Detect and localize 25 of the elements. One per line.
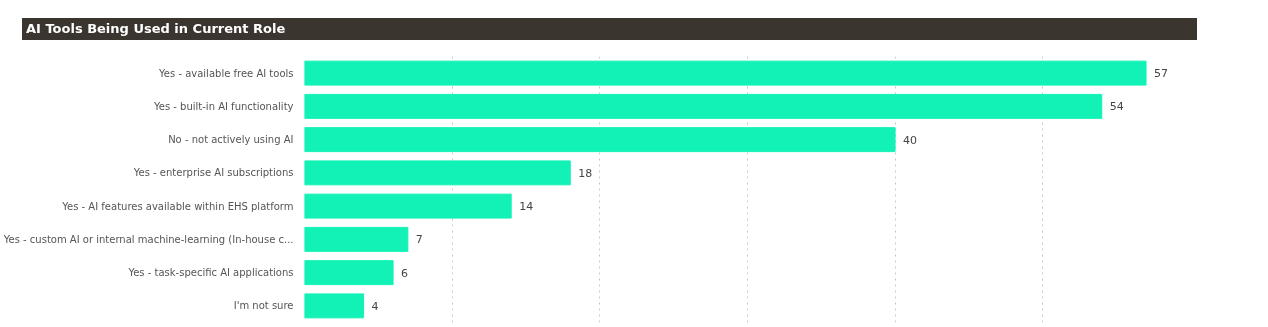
y-tick-label: No - not actively using AI: [168, 134, 294, 146]
data-label: 18: [578, 166, 593, 180]
text: AI Tools Being Used in Current Role: [26, 20, 286, 38]
y-tick-label: Yes - enterprise AI subscriptions: [132, 167, 294, 179]
data-label: 6: [401, 266, 409, 280]
data-label: 57: [1154, 67, 1169, 81]
bar: [304, 293, 365, 319]
bar: [304, 127, 896, 153]
y-tick-label: Yes - available free AI tools: [158, 67, 294, 79]
data-label: 14: [519, 200, 534, 214]
bar: [304, 93, 1103, 119]
data-label: 40: [903, 133, 918, 147]
y-tick-label: I'm not sure: [233, 300, 294, 312]
bar: [304, 226, 409, 252]
bar: [304, 193, 512, 219]
data-label: 7: [415, 233, 423, 247]
bar: [304, 60, 1147, 86]
y-tick-label: Yes - custom AI or internal machine-learning (In-house c...: [2, 233, 294, 245]
y-tick-label: Yes - task-specific AI applications: [127, 267, 294, 279]
data-label: 4: [371, 299, 379, 313]
y-tick-label: Yes - AI features available within EHS platform: [61, 200, 294, 212]
data-label: 54: [1109, 100, 1124, 114]
y-tick-label: Yes - built-in AI functionality: [152, 100, 294, 112]
bar: [304, 260, 394, 286]
bar: [304, 160, 571, 186]
